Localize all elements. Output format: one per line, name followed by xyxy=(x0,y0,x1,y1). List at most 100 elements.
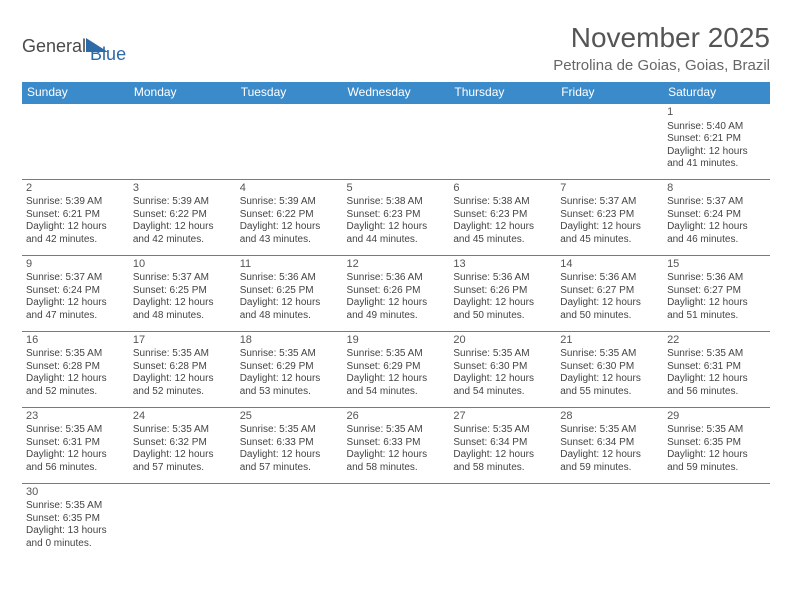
calendar-day-cell: 14Sunrise: 5:36 AMSunset: 6:27 PMDayligh… xyxy=(556,255,663,331)
calendar-day-cell xyxy=(556,103,663,179)
calendar-day-cell xyxy=(22,103,129,179)
calendar-week-row: 2Sunrise: 5:39 AMSunset: 6:21 PMDaylight… xyxy=(22,179,770,255)
day-number: 11 xyxy=(240,258,339,272)
day-number: 2 xyxy=(26,182,125,196)
logo-word-blue: Blue xyxy=(90,44,126,65)
day-number: 19 xyxy=(347,334,446,348)
title-location: Petrolina de Goias, Goias, Brazil xyxy=(553,57,770,74)
sunset-text: Sunset: 6:29 PM xyxy=(347,361,446,374)
daylight-text: Daylight: 12 hours and 41 minutes. xyxy=(667,146,766,171)
day-number: 25 xyxy=(240,410,339,424)
sunrise-text: Sunrise: 5:36 AM xyxy=(560,272,659,285)
sunrise-text: Sunrise: 5:36 AM xyxy=(667,272,766,285)
calendar-day-cell: 16Sunrise: 5:35 AMSunset: 6:28 PMDayligh… xyxy=(22,331,129,407)
sunrise-text: Sunrise: 5:35 AM xyxy=(560,424,659,437)
logo-word-general: General xyxy=(22,36,86,57)
sunrise-text: Sunrise: 5:40 AM xyxy=(667,121,766,134)
title-month: November 2025 xyxy=(553,22,770,54)
daylight-text: Daylight: 12 hours and 56 minutes. xyxy=(26,449,125,474)
sunset-text: Sunset: 6:21 PM xyxy=(667,133,766,146)
sunrise-text: Sunrise: 5:39 AM xyxy=(26,196,125,209)
sunrise-text: Sunrise: 5:35 AM xyxy=(667,348,766,361)
sunrise-text: Sunrise: 5:35 AM xyxy=(240,348,339,361)
day-number: 5 xyxy=(347,182,446,196)
daylight-text: Daylight: 12 hours and 48 minutes. xyxy=(240,297,339,322)
calendar-day-cell: 12Sunrise: 5:36 AMSunset: 6:26 PMDayligh… xyxy=(343,255,450,331)
day-header: Friday xyxy=(556,82,663,103)
day-number: 28 xyxy=(560,410,659,424)
day-number: 12 xyxy=(347,258,446,272)
sunrise-text: Sunrise: 5:37 AM xyxy=(560,196,659,209)
day-number: 3 xyxy=(133,182,232,196)
calendar-week-row: 9Sunrise: 5:37 AMSunset: 6:24 PMDaylight… xyxy=(22,255,770,331)
sunset-text: Sunset: 6:21 PM xyxy=(26,209,125,222)
day-number: 17 xyxy=(133,334,232,348)
calendar-day-cell xyxy=(449,103,556,179)
calendar-day-cell: 22Sunrise: 5:35 AMSunset: 6:31 PMDayligh… xyxy=(663,331,770,407)
day-header-row: Sunday Monday Tuesday Wednesday Thursday… xyxy=(22,82,770,103)
daylight-text: Daylight: 12 hours and 44 minutes. xyxy=(347,221,446,246)
calendar-table: Sunday Monday Tuesday Wednesday Thursday… xyxy=(22,82,770,559)
header: General Blue November 2025 Petrolina de … xyxy=(22,22,770,74)
sunset-text: Sunset: 6:35 PM xyxy=(26,513,125,526)
sunset-text: Sunset: 6:26 PM xyxy=(453,285,552,298)
day-number: 13 xyxy=(453,258,552,272)
calendar-day-cell: 24Sunrise: 5:35 AMSunset: 6:32 PMDayligh… xyxy=(129,407,236,483)
calendar-day-cell xyxy=(663,483,770,559)
sunrise-text: Sunrise: 5:39 AM xyxy=(133,196,232,209)
calendar-day-cell xyxy=(343,103,450,179)
sunrise-text: Sunrise: 5:35 AM xyxy=(453,424,552,437)
sunset-text: Sunset: 6:25 PM xyxy=(133,285,232,298)
daylight-text: Daylight: 12 hours and 46 minutes. xyxy=(667,221,766,246)
day-number: 27 xyxy=(453,410,552,424)
sunrise-text: Sunrise: 5:38 AM xyxy=(347,196,446,209)
day-number: 16 xyxy=(26,334,125,348)
calendar-day-cell: 30Sunrise: 5:35 AMSunset: 6:35 PMDayligh… xyxy=(22,483,129,559)
sunset-text: Sunset: 6:22 PM xyxy=(133,209,232,222)
daylight-text: Daylight: 12 hours and 53 minutes. xyxy=(240,373,339,398)
sunrise-text: Sunrise: 5:37 AM xyxy=(26,272,125,285)
day-header: Tuesday xyxy=(236,82,343,103)
day-header: Monday xyxy=(129,82,236,103)
sunset-text: Sunset: 6:33 PM xyxy=(240,437,339,450)
sunset-text: Sunset: 6:35 PM xyxy=(667,437,766,450)
calendar-day-cell xyxy=(236,483,343,559)
calendar-day-cell: 19Sunrise: 5:35 AMSunset: 6:29 PMDayligh… xyxy=(343,331,450,407)
daylight-text: Daylight: 12 hours and 49 minutes. xyxy=(347,297,446,322)
sunrise-text: Sunrise: 5:39 AM xyxy=(240,196,339,209)
logo: General Blue xyxy=(22,28,126,65)
sunset-text: Sunset: 6:22 PM xyxy=(240,209,339,222)
sunrise-text: Sunrise: 5:35 AM xyxy=(26,348,125,361)
daylight-text: Daylight: 12 hours and 45 minutes. xyxy=(453,221,552,246)
day-number: 20 xyxy=(453,334,552,348)
calendar-day-cell xyxy=(449,483,556,559)
sunrise-text: Sunrise: 5:35 AM xyxy=(26,424,125,437)
daylight-text: Daylight: 12 hours and 54 minutes. xyxy=(347,373,446,398)
title-block: November 2025 Petrolina de Goias, Goias,… xyxy=(553,22,770,74)
day-number: 30 xyxy=(26,486,125,500)
calendar-day-cell: 8Sunrise: 5:37 AMSunset: 6:24 PMDaylight… xyxy=(663,179,770,255)
calendar-week-row: 23Sunrise: 5:35 AMSunset: 6:31 PMDayligh… xyxy=(22,407,770,483)
calendar-day-cell: 18Sunrise: 5:35 AMSunset: 6:29 PMDayligh… xyxy=(236,331,343,407)
day-header: Saturday xyxy=(663,82,770,103)
daylight-text: Daylight: 12 hours and 59 minutes. xyxy=(560,449,659,474)
calendar-day-cell xyxy=(556,483,663,559)
day-number: 9 xyxy=(26,258,125,272)
sunset-text: Sunset: 6:32 PM xyxy=(133,437,232,450)
calendar-day-cell: 23Sunrise: 5:35 AMSunset: 6:31 PMDayligh… xyxy=(22,407,129,483)
calendar-day-cell: 20Sunrise: 5:35 AMSunset: 6:30 PMDayligh… xyxy=(449,331,556,407)
sunset-text: Sunset: 6:26 PM xyxy=(347,285,446,298)
sunset-text: Sunset: 6:29 PM xyxy=(240,361,339,374)
daylight-text: Daylight: 12 hours and 42 minutes. xyxy=(133,221,232,246)
sunset-text: Sunset: 6:23 PM xyxy=(347,209,446,222)
sunrise-text: Sunrise: 5:36 AM xyxy=(240,272,339,285)
day-number: 24 xyxy=(133,410,232,424)
sunset-text: Sunset: 6:30 PM xyxy=(453,361,552,374)
sunset-text: Sunset: 6:25 PM xyxy=(240,285,339,298)
calendar-day-cell xyxy=(129,483,236,559)
daylight-text: Daylight: 12 hours and 52 minutes. xyxy=(133,373,232,398)
day-number: 4 xyxy=(240,182,339,196)
day-number: 18 xyxy=(240,334,339,348)
daylight-text: Daylight: 12 hours and 54 minutes. xyxy=(453,373,552,398)
sunrise-text: Sunrise: 5:35 AM xyxy=(560,348,659,361)
